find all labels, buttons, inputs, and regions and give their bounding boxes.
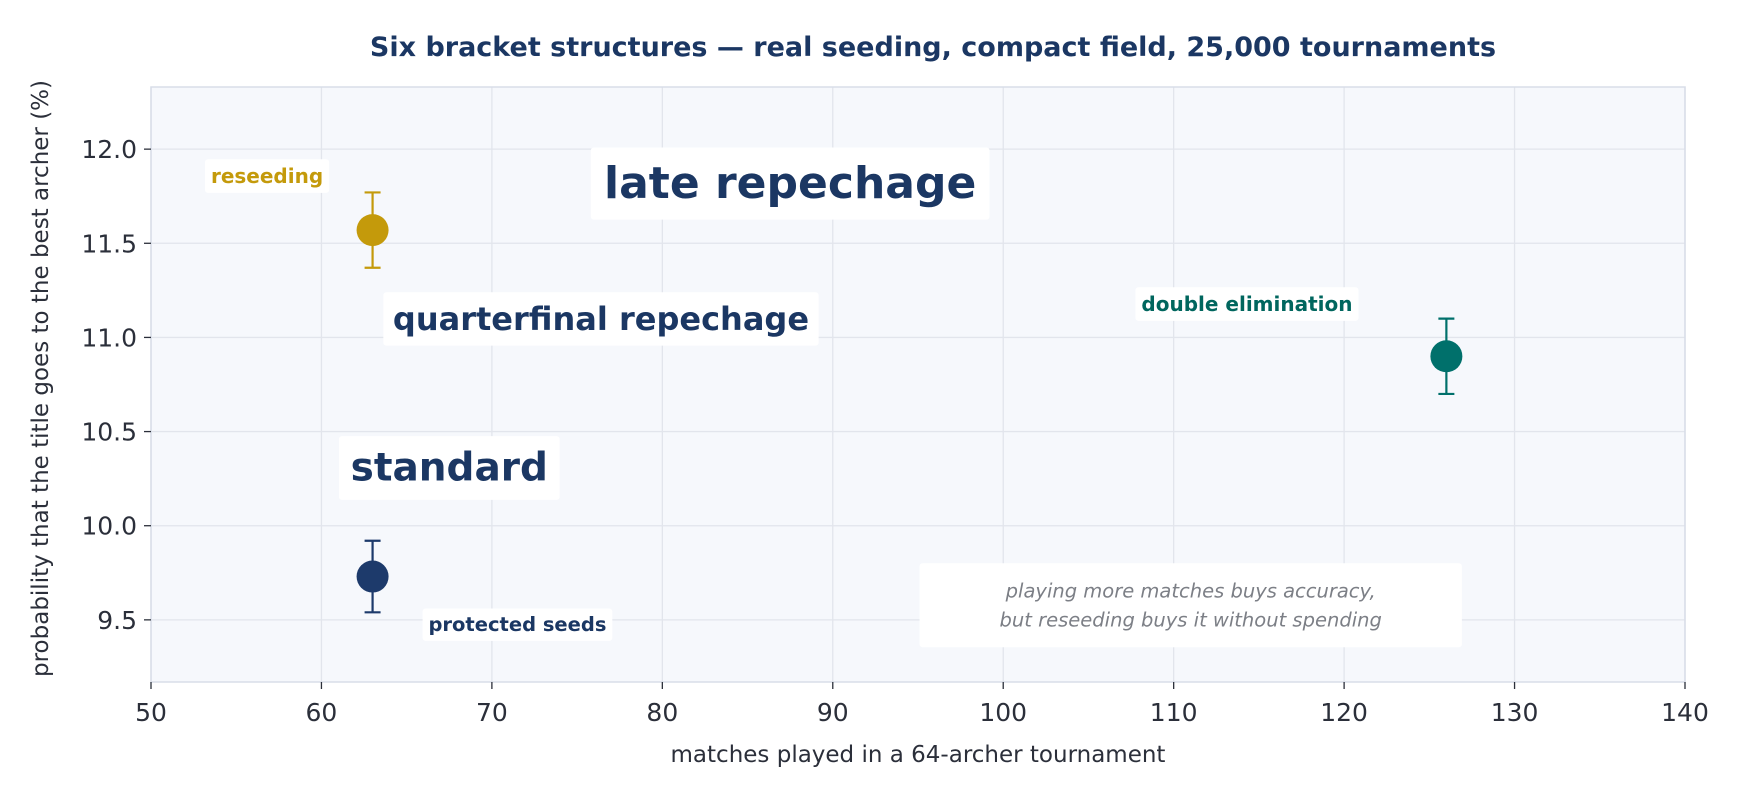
note-line: playing more matches buys accuracy,	[1005, 579, 1376, 602]
annotation: late repechage	[590, 147, 990, 220]
x-tick-label: 50	[135, 698, 167, 727]
x-tick-label: 100	[979, 698, 1027, 727]
annotation: protected seeds	[422, 608, 613, 641]
annotation: standard	[338, 436, 560, 500]
point-marker	[356, 214, 389, 247]
data-point	[1430, 317, 1463, 396]
plot-frame	[150, 86, 1686, 683]
y-axis-title: probability that the title goes to the b…	[28, 80, 54, 677]
annotation-label: reseeding	[211, 164, 323, 188]
note-box	[919, 563, 1462, 648]
data-point	[356, 191, 389, 269]
annotation-box	[1135, 287, 1359, 321]
x-tick-label: 130	[1491, 698, 1539, 727]
annotation-label: standard	[351, 446, 548, 491]
x-tick-label: 120	[1320, 698, 1368, 727]
x-tick-label: 110	[1150, 698, 1198, 727]
y-tick-label: 12.0	[81, 135, 137, 164]
annotation-box	[204, 159, 330, 193]
x-tick-label: 80	[646, 698, 678, 727]
annotation: reseeding	[204, 159, 330, 193]
note-annotation: playing more matches buys accuracy, but r…	[919, 563, 1462, 648]
annotations: reseeding late repechage quarterfinal repe…	[204, 147, 1462, 648]
y-tick-label: 9.5	[97, 606, 137, 635]
y-tick-label: 11.0	[81, 323, 137, 352]
point-marker	[1430, 340, 1463, 373]
annotation-label: quarterfinal repechage	[393, 300, 809, 338]
data-point	[356, 539, 389, 614]
annotation-box	[590, 147, 990, 220]
annotation-box	[422, 608, 613, 641]
chart-title: Six bracket structures — real seeding, c…	[370, 32, 1496, 63]
x-tick-label: 70	[476, 698, 508, 727]
y-tick-label: 10.5	[81, 418, 137, 447]
x-axis-title: matches played in a 64-archer tournament	[671, 742, 1166, 768]
x-tick-label: 60	[306, 698, 338, 727]
annotation-label: protected seeds	[428, 613, 606, 636]
annotation-box	[338, 436, 560, 500]
x-tick-label: 140	[1661, 698, 1709, 727]
annotation: quarterfinal repechage	[383, 292, 819, 346]
data-points	[356, 191, 1463, 614]
y-tick-label: 10.0	[81, 512, 137, 541]
annotation-label: late repechage	[604, 158, 976, 209]
y-tick-label: 11.5	[81, 229, 137, 258]
annotation-label: double elimination	[1141, 292, 1352, 316]
annotation-box	[383, 292, 819, 346]
annotation: double elimination	[1135, 287, 1359, 321]
note-line: but reseeding buys it without spending	[1000, 608, 1382, 631]
axis-ticks: 50 60 70 80 90 100 110 120 130 140 9.5 10.0 10.5 11.0…	[81, 135, 1709, 727]
x-tick-label: 90	[817, 698, 849, 727]
point-marker	[356, 560, 389, 593]
